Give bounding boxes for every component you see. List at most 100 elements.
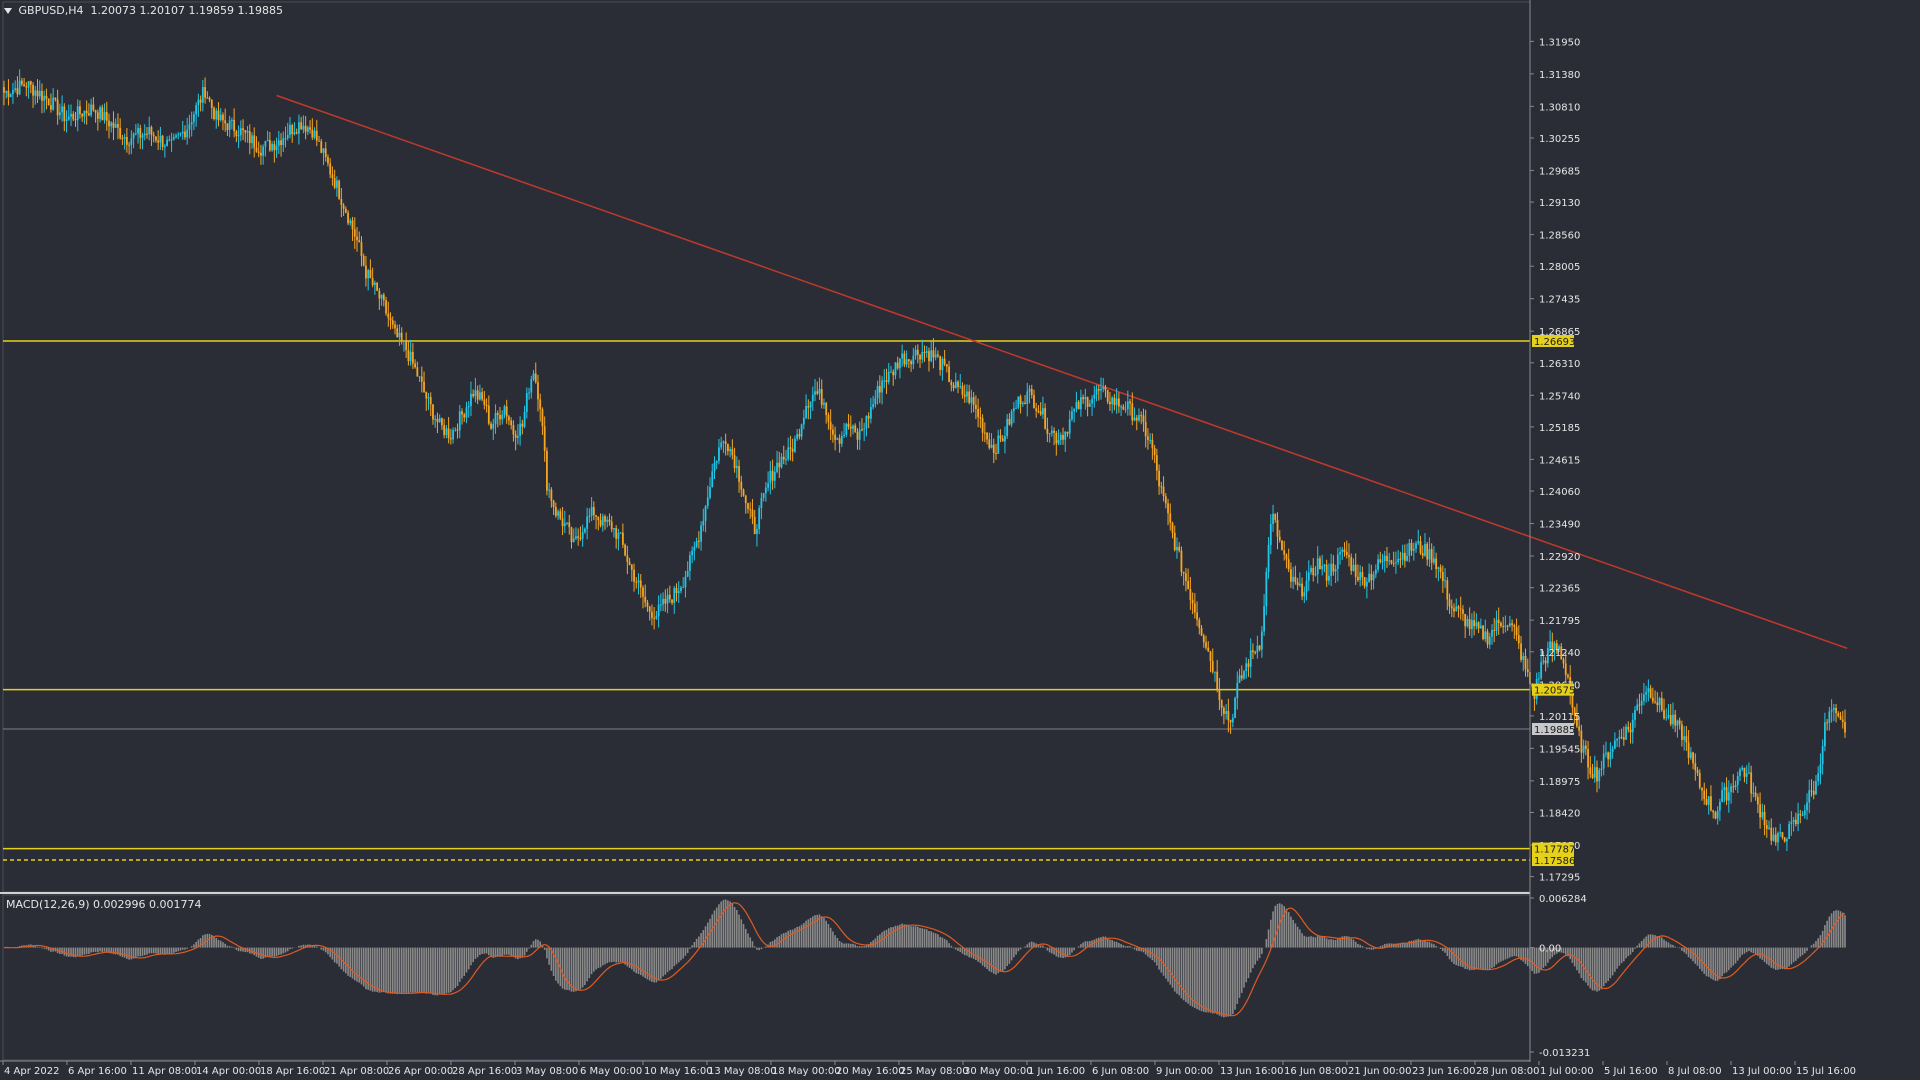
candle-body: [514, 434, 517, 438]
candle-body: [785, 459, 787, 461]
candle-body: [651, 611, 653, 618]
candle-body: [503, 406, 506, 415]
candle-body: [1160, 486, 1163, 488]
candle-body: [110, 122, 113, 127]
candle-body: [1218, 689, 1221, 701]
candle-body: [892, 371, 895, 376]
candle-body: [1185, 573, 1187, 581]
chart-header: GBPUSD,H4 1.20073 1.20107 1.19859 1.1988…: [4, 4, 283, 17]
candle-body: [391, 320, 394, 325]
candle-body: [597, 516, 600, 521]
candle-body: [1473, 620, 1476, 627]
time-tick-label: 18 Apr 16:00: [260, 1066, 325, 1077]
macd-main-value: 0.002996: [93, 898, 146, 911]
time-tick-label: 9 Jun 00:00: [1156, 1066, 1213, 1077]
candle-body: [686, 571, 689, 577]
candle-body: [619, 532, 622, 534]
candle-body: [239, 128, 242, 136]
candle-body: [291, 125, 294, 135]
candle-body: [579, 538, 582, 540]
candle-body: [1524, 655, 1527, 670]
dropdown-triangle-icon[interactable]: [4, 8, 12, 14]
candle-body: [1698, 772, 1701, 788]
candle-body: [1303, 592, 1306, 597]
candle-body: [436, 419, 439, 423]
candle-body: [1768, 827, 1770, 829]
candle-body: [1068, 419, 1071, 434]
candle-body: [1399, 558, 1402, 560]
candle-body: [1180, 550, 1183, 572]
candle-body: [1361, 572, 1364, 578]
candle-body: [492, 424, 495, 429]
candle-body: [923, 352, 926, 354]
candle-body: [445, 428, 448, 436]
level-label: 1.19885: [1534, 725, 1575, 736]
candle-body: [1325, 564, 1328, 581]
candle-body: [1193, 603, 1196, 613]
candle-body: [742, 489, 745, 496]
candle-body: [1730, 786, 1732, 793]
macd-pane[interactable]: [2, 894, 1846, 1061]
candle-body: [1710, 796, 1712, 811]
candle-body: [463, 414, 466, 418]
candle-body: [510, 420, 513, 426]
time-tick-label: 30 May 00:00: [964, 1066, 1033, 1077]
candle-body: [130, 138, 133, 145]
candle-body: [910, 361, 912, 365]
candle-body: [1252, 650, 1254, 653]
candle-body: [722, 441, 725, 443]
candle-body: [1663, 710, 1665, 719]
candle-body: [1120, 406, 1123, 408]
candle-body: [318, 140, 320, 142]
candle-body: [796, 434, 799, 439]
candle-body: [1703, 790, 1706, 800]
candle-body: [1551, 641, 1554, 650]
candle-body: [476, 390, 479, 400]
candle-body: [1743, 767, 1746, 777]
candle-body: [1433, 558, 1435, 563]
candle-body: [1589, 767, 1592, 775]
candle-body: [1330, 563, 1333, 576]
candle-body: [1202, 635, 1205, 643]
candle-body: [1468, 619, 1471, 630]
candle-body: [894, 362, 897, 376]
candle-body: [671, 599, 673, 603]
candle-body: [67, 116, 70, 120]
candle-body: [773, 471, 776, 481]
candle-body: [758, 508, 761, 529]
candle-body: [1486, 631, 1489, 645]
candle-body: [146, 133, 148, 135]
candle-body: [438, 418, 441, 423]
candle-body: [639, 580, 642, 588]
candle-body: [957, 381, 959, 387]
candle-body: [1091, 398, 1093, 404]
price-pane[interactable]: [0, 1, 1848, 894]
candle-body: [1777, 832, 1779, 843]
candle-body: [887, 371, 890, 383]
candle-body: [1357, 576, 1359, 581]
candle-body: [972, 397, 975, 405]
candle-body: [452, 430, 454, 440]
candle-body: [829, 421, 832, 430]
candle-body: [1142, 415, 1145, 422]
candle-body: [255, 147, 258, 152]
candle-body: [760, 497, 763, 509]
candle-body: [776, 462, 778, 472]
candle-body: [365, 265, 367, 279]
low-value: 1.19859: [188, 4, 234, 17]
candle-body: [1234, 697, 1236, 718]
candle-body: [284, 138, 287, 140]
candle-body: [385, 300, 387, 314]
candle-body: [369, 270, 372, 279]
candle-body: [52, 97, 55, 110]
candle-body: [1131, 403, 1134, 421]
candle-body: [550, 489, 553, 501]
candle-body: [1140, 415, 1143, 417]
candle-body: [1149, 439, 1152, 441]
candle-body: [222, 114, 224, 121]
candle-body: [1352, 564, 1355, 571]
candle-body: [461, 411, 463, 415]
candle-body: [1028, 388, 1031, 392]
candle-body: [228, 120, 231, 130]
